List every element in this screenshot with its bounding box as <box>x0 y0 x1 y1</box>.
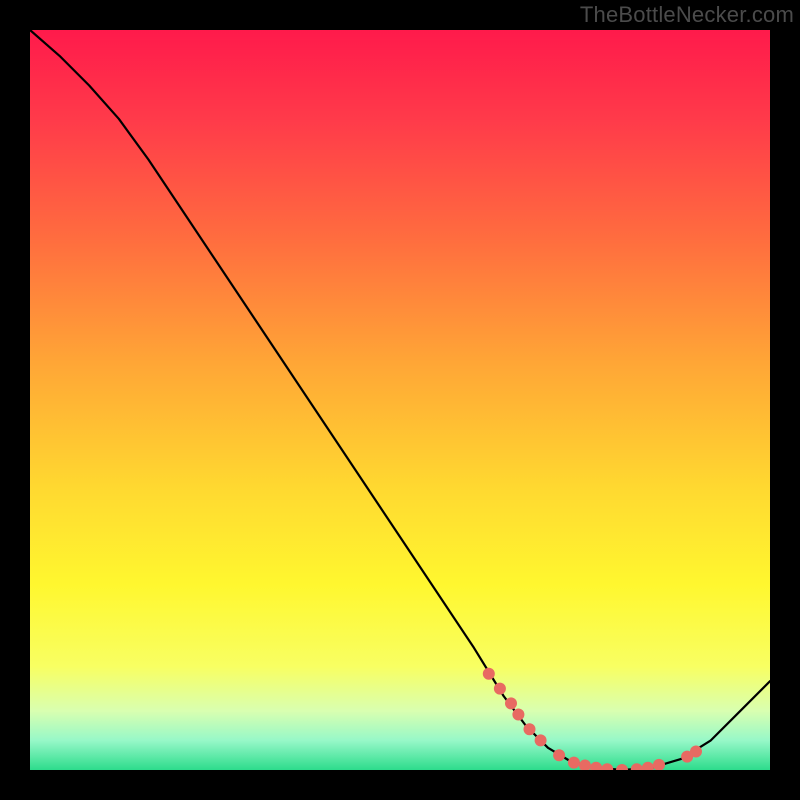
curve-marker <box>483 668 495 680</box>
curve-marker <box>642 762 654 774</box>
curve-marker <box>505 697 517 709</box>
curve-marker <box>579 760 591 772</box>
curve-marker <box>512 709 524 721</box>
curve-marker <box>535 734 547 746</box>
plot-background <box>30 30 770 770</box>
chart-stage: TheBottleNecker.com <box>0 0 800 800</box>
curve-marker <box>601 763 613 775</box>
curve-marker <box>631 763 643 775</box>
curve-marker <box>590 762 602 774</box>
curve-marker <box>494 683 506 695</box>
curve-marker <box>690 746 702 758</box>
curve-marker <box>653 759 665 771</box>
curve-marker <box>616 764 628 776</box>
curve-marker <box>524 723 536 735</box>
curve-marker <box>553 749 565 761</box>
watermark-text: TheBottleNecker.com <box>580 2 794 28</box>
bottleneck-curve-chart <box>0 0 800 800</box>
curve-marker <box>568 757 580 769</box>
